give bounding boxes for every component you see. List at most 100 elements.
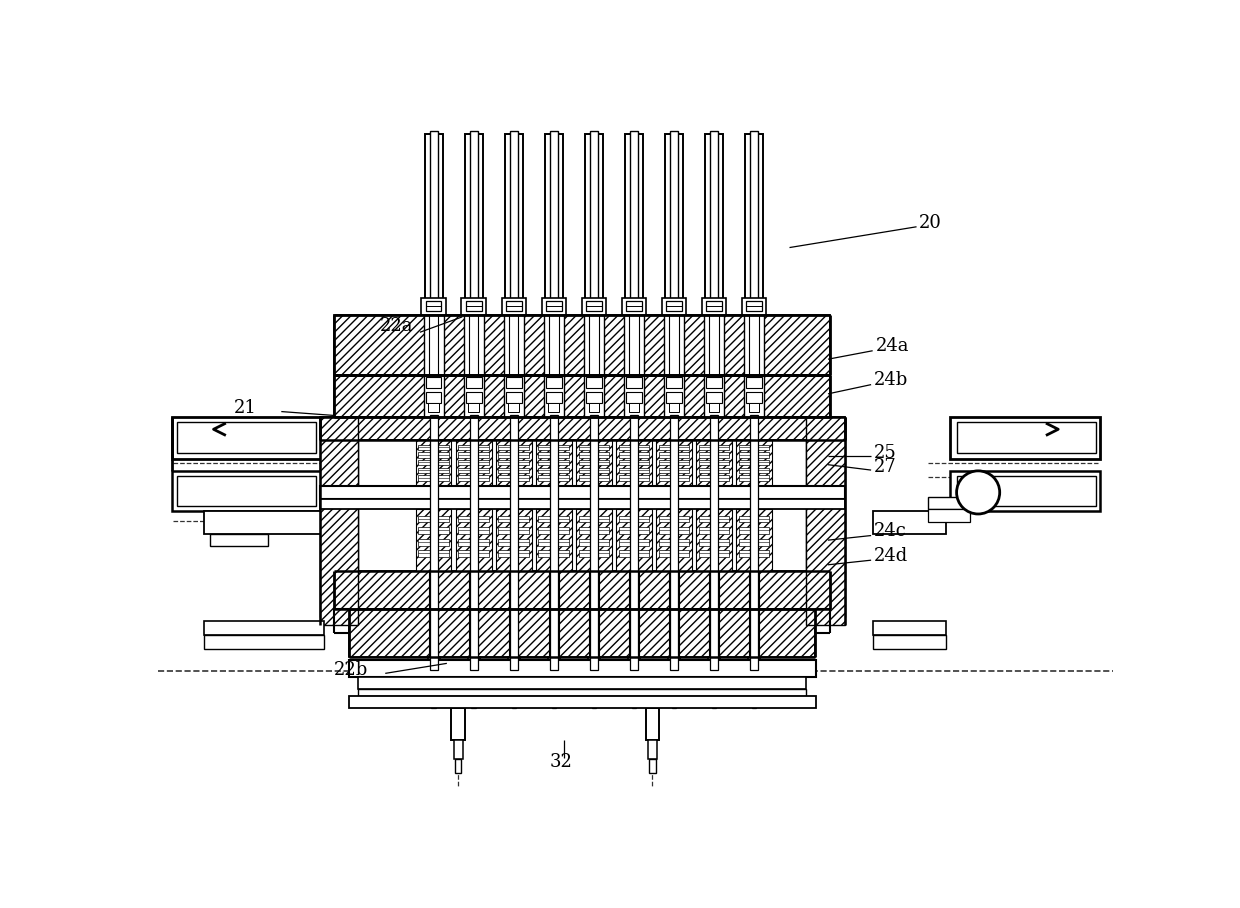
Bar xyxy=(630,416,637,669)
Bar xyxy=(427,301,441,311)
Text: 24c: 24c xyxy=(874,522,908,540)
Bar xyxy=(665,133,683,301)
Bar xyxy=(548,657,560,680)
Bar xyxy=(698,468,729,473)
Bar xyxy=(587,377,601,388)
Bar xyxy=(498,516,529,522)
Bar xyxy=(626,301,641,311)
Bar xyxy=(873,621,946,635)
Bar xyxy=(418,527,449,534)
Bar xyxy=(418,516,449,522)
Bar xyxy=(422,298,446,314)
Bar xyxy=(430,680,438,697)
Bar xyxy=(549,314,558,375)
Bar xyxy=(751,697,756,708)
Bar xyxy=(950,417,1100,459)
Bar xyxy=(737,509,771,571)
Text: 27: 27 xyxy=(874,458,897,476)
Bar xyxy=(546,392,562,403)
Bar xyxy=(625,133,644,301)
Bar xyxy=(587,392,601,403)
Bar xyxy=(464,375,484,417)
Bar xyxy=(510,571,518,609)
Bar xyxy=(577,509,611,571)
Bar xyxy=(670,416,678,669)
Bar xyxy=(424,375,444,417)
Bar xyxy=(666,392,682,403)
Bar xyxy=(538,516,569,522)
Bar xyxy=(496,509,532,571)
Bar xyxy=(704,133,723,301)
Bar xyxy=(698,460,729,466)
Bar xyxy=(320,417,358,625)
Bar xyxy=(544,314,564,375)
Bar xyxy=(619,527,650,534)
Bar xyxy=(503,375,523,417)
Bar xyxy=(498,476,529,481)
Bar xyxy=(629,403,640,412)
Bar xyxy=(334,571,831,609)
Bar xyxy=(579,550,609,558)
Bar xyxy=(205,621,324,635)
Bar xyxy=(320,417,844,440)
Bar xyxy=(584,375,604,417)
Bar xyxy=(177,422,316,453)
Bar xyxy=(496,440,532,487)
Bar xyxy=(459,538,490,546)
Bar xyxy=(707,301,722,311)
Bar xyxy=(579,452,609,458)
Bar xyxy=(737,440,771,487)
Bar xyxy=(577,440,611,487)
Bar xyxy=(538,452,569,458)
Bar xyxy=(418,476,449,481)
Bar xyxy=(544,375,564,417)
Bar xyxy=(698,550,729,558)
Bar xyxy=(456,440,491,487)
Bar xyxy=(432,697,436,708)
Bar xyxy=(806,417,844,625)
Bar xyxy=(663,314,684,375)
Bar xyxy=(549,609,558,657)
Bar xyxy=(579,445,609,450)
Bar xyxy=(663,375,684,417)
Bar xyxy=(579,460,609,466)
Bar xyxy=(459,468,490,473)
Bar xyxy=(334,375,831,417)
Bar xyxy=(589,609,599,657)
Bar xyxy=(748,657,760,680)
Bar xyxy=(627,657,640,680)
Bar xyxy=(624,375,644,417)
Bar xyxy=(589,403,599,412)
Bar xyxy=(456,509,491,571)
Bar xyxy=(466,377,481,388)
Bar xyxy=(334,314,831,375)
Bar xyxy=(697,509,732,571)
Bar xyxy=(172,417,322,459)
Bar xyxy=(707,377,722,388)
Bar xyxy=(551,131,558,303)
Bar xyxy=(647,740,657,759)
Bar xyxy=(498,460,529,466)
Bar xyxy=(498,550,529,558)
Bar xyxy=(451,708,465,740)
Bar xyxy=(658,476,689,481)
Bar xyxy=(429,314,439,375)
Bar xyxy=(928,509,971,522)
Bar xyxy=(510,680,517,697)
Bar xyxy=(626,377,641,388)
Bar xyxy=(590,416,598,669)
Bar xyxy=(418,550,449,558)
Bar xyxy=(418,468,449,473)
Bar xyxy=(749,571,759,609)
Bar xyxy=(429,571,439,609)
Bar xyxy=(498,452,529,458)
Bar xyxy=(417,509,451,571)
Bar xyxy=(461,298,486,314)
Text: 22b: 22b xyxy=(334,660,368,678)
Bar xyxy=(658,516,689,522)
Bar xyxy=(709,571,719,609)
Bar xyxy=(536,509,572,571)
Bar xyxy=(205,511,324,534)
Bar xyxy=(631,697,636,708)
Bar xyxy=(459,476,490,481)
